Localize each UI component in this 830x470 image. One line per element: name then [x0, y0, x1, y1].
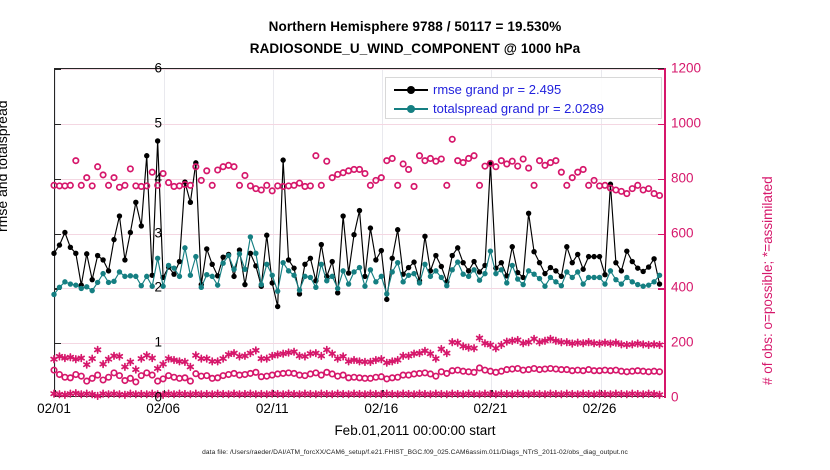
- y-tickmark-right: [658, 69, 664, 71]
- y-tick-label-right: 600: [671, 225, 694, 240]
- y-tick-label-left: 0: [154, 389, 162, 405]
- legend-line-totalspread: [394, 107, 428, 110]
- y-tick-label-left: 2: [154, 279, 162, 295]
- y-tick-label-left: 5: [154, 115, 162, 131]
- x-tick-label: 02/06: [146, 401, 180, 416]
- x-gridline: [382, 69, 384, 396]
- chart-legend: rmse grand pr = 2.495 totalspread grand …: [385, 77, 662, 119]
- y-tickmark-right: [658, 123, 664, 126]
- x-tick-label: 02/21: [473, 401, 508, 416]
- x-tickmark: [382, 390, 384, 396]
- y-axis-label-left: rmse and totalspread: [0, 100, 10, 232]
- x-tickmark: [600, 390, 602, 396]
- y-tick-label-left: 1: [154, 334, 162, 350]
- y-tickmark-right: [658, 233, 664, 235]
- x-tickmark: [273, 390, 275, 396]
- x-tick-label: 02/11: [255, 401, 289, 416]
- chart-title-line2: RADIOSONDE_U_WIND_COMPONENT @ 1000 hPa: [249, 41, 581, 56]
- x-tick-label: 02/26: [582, 401, 617, 416]
- legend-label-rmse: rmse grand pr = 2.495: [433, 82, 562, 97]
- y-tickmark-right: [658, 288, 664, 290]
- y-tick-label-left: 4: [154, 170, 162, 186]
- y-tick-label-right: 1000: [671, 115, 702, 131]
- x-tickmark: [55, 390, 57, 396]
- y-tickmark-left: [55, 123, 61, 126]
- legend-item-rmse: rmse grand pr = 2.495: [394, 80, 561, 99]
- x-gridline: [273, 69, 275, 396]
- x-gridline: [55, 69, 56, 396]
- legend-item-totalspread: totalspread grand pr = 2.0289: [394, 99, 604, 118]
- chart-title-line1: Northern Hemisphere 9788 / 50117 = 19.53…: [268, 19, 562, 34]
- data-file-footnote: data file: /Users/raeder/DAI/ATM_forcXX/…: [202, 449, 628, 456]
- y-tickmark-left: [55, 233, 61, 235]
- x-gridline: [164, 69, 166, 396]
- x-tick-label: 02/16: [364, 401, 399, 416]
- x-axis-label: Feb.01,2011 00:00:00 start: [334, 423, 496, 438]
- right-axis-spine: [664, 68, 666, 398]
- y-tick-label-right: 1200: [671, 60, 702, 76]
- y-tickmark-left: [55, 69, 61, 71]
- legend-line-rmse: [394, 88, 428, 91]
- x-tick-label: 02/01: [37, 401, 71, 416]
- y-tickmark-left: [55, 288, 61, 290]
- y-tick-label-right: 0: [671, 389, 679, 405]
- y-gridline: [55, 69, 664, 70]
- x-tickmark: [164, 390, 166, 396]
- legend-label-totalspread: totalspread grand pr = 2.0289: [433, 101, 604, 116]
- y-tickmark-left: [55, 343, 61, 345]
- y-tick-label-right: 800: [671, 170, 694, 186]
- y-tickmark-left: [55, 178, 61, 180]
- x-tickmark: [491, 390, 493, 396]
- y-tickmark-right: [658, 178, 664, 180]
- y-tick-label-right: 200: [671, 334, 694, 350]
- y-gridline: [55, 343, 664, 345]
- y-tick-label-left: 3: [154, 225, 162, 240]
- y-gridline: [55, 123, 664, 125]
- y-tick-label-right: 400: [671, 279, 694, 295]
- y-tick-label-left: 6: [154, 60, 162, 76]
- y-axis-label-right: # of obs: o=possible; *=assimilated: [760, 176, 775, 385]
